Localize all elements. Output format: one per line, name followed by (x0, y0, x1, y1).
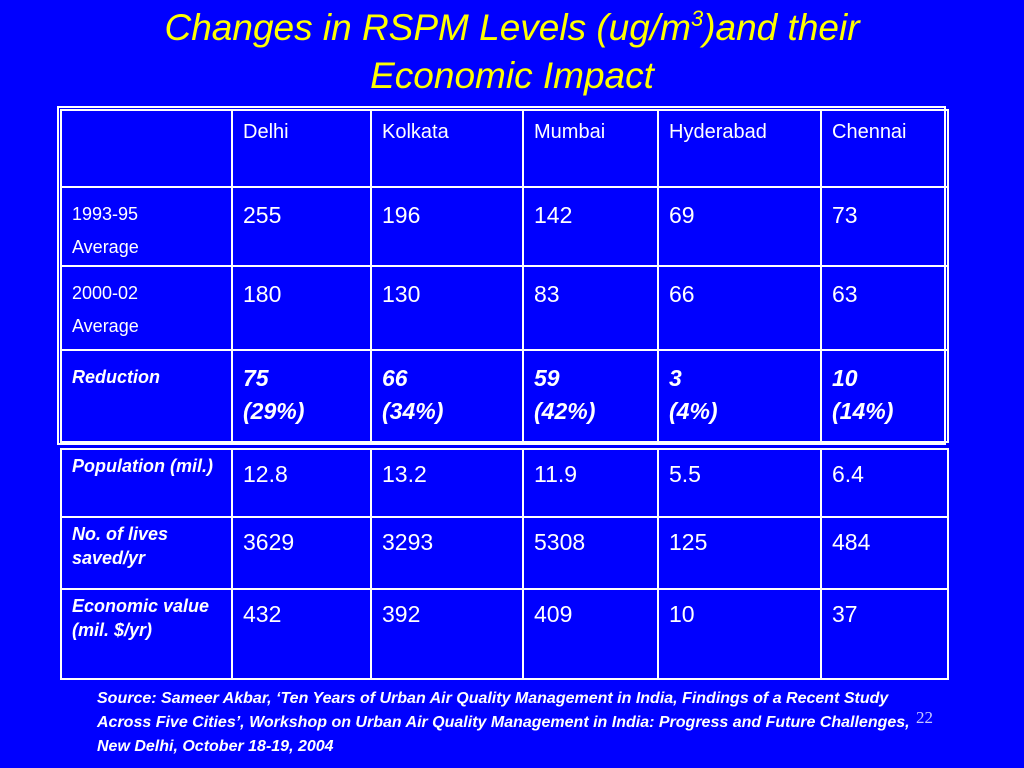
reduction-amount: 59 (534, 365, 560, 391)
source-citation: Source: Sameer Akbar, ‘Ten Years of Urba… (97, 690, 910, 755)
title-line-1: Changes in RSPM Levels (ug/m3)and their (0, 4, 1024, 52)
table-cell: 11.9 (522, 448, 659, 518)
title-line-2: Economic Impact (370, 55, 654, 96)
table-cell: 83 (522, 265, 659, 351)
table-row: Reduction 75 (29%) 66 (34%) 59 (42%) 3 (4%) … (60, 349, 949, 443)
row-label-line: Average (72, 316, 139, 336)
page-number: 22 (916, 708, 933, 727)
table-cell: 63 (820, 265, 949, 351)
table-cell: 66 (34%) (370, 349, 524, 443)
economic-impact-table: Population (mil.) 12.8 13.2 11.9 5.5 6.4… (60, 448, 949, 680)
table-row: 1993-95 Average 255 196 142 69 73 (60, 186, 949, 267)
reduction-amount: 3 (669, 365, 682, 391)
table-cell: 37 (820, 588, 949, 680)
column-header-hyderabad: Hyderabad (657, 109, 822, 188)
row-label-line: Reduction (72, 367, 160, 387)
reduction-amount: 66 (382, 365, 408, 391)
table-cell: 66 (657, 265, 822, 351)
row-label-line: Average (72, 237, 139, 257)
row-label-line: 1993-95 (72, 204, 139, 224)
table-row: No. of lives saved/yr 3629 3293 5308 125… (60, 516, 949, 590)
table-cell: 6.4 (820, 448, 949, 518)
rspm-levels-table: Delhi Kolkata Mumbai Hyderabad Chennai 1… (60, 109, 949, 443)
table-cell: 432 (231, 588, 372, 680)
table-row: Economic value (mil. $/yr) 432 392 409 1… (60, 588, 949, 680)
table-cell: 180 (231, 265, 372, 351)
reduction-percent: (42%) (534, 398, 596, 424)
row-label-reduction: Reduction (60, 349, 233, 443)
table-cell: 484 (820, 516, 949, 590)
table-row: 2000-02 Average 180 130 83 66 63 (60, 265, 949, 351)
table-cell: 255 (231, 186, 372, 267)
table-cell: 73 (820, 186, 949, 267)
reduction-percent: (34%) (382, 398, 444, 424)
table-cell: 125 (657, 516, 822, 590)
header-cell-empty (60, 109, 233, 188)
table-cell: 392 (370, 588, 524, 680)
table-cell: 196 (370, 186, 524, 267)
row-label-line: 2000-02 (72, 283, 139, 303)
row-label-population: Population (mil.) (60, 448, 233, 518)
slide-title: Changes in RSPM Levels (ug/m3)and their … (0, 4, 1024, 100)
row-label-economic-value: Economic value (mil. $/yr) (60, 588, 233, 680)
table-cell: 5.5 (657, 448, 822, 518)
header-row: Delhi Kolkata Mumbai Hyderabad Chennai (60, 109, 949, 188)
column-header-kolkata: Kolkata (370, 109, 524, 188)
table-cell: 75 (29%) (231, 349, 372, 443)
title-text-suffix: )and their (703, 7, 860, 48)
table-cell: 13.2 (370, 448, 524, 518)
reduction-percent: (4%) (669, 398, 718, 424)
table-row: Population (mil.) 12.8 13.2 11.9 5.5 6.4 (60, 448, 949, 518)
table-cell: 10 (657, 588, 822, 680)
row-label-1993-95: 1993-95 Average (60, 186, 233, 267)
table-cell: 3629 (231, 516, 372, 590)
title-text: Changes in RSPM Levels (ug/m (164, 7, 691, 48)
table-cell: 69 (657, 186, 822, 267)
reduction-amount: 10 (832, 365, 858, 391)
reduction-amount: 75 (243, 365, 269, 391)
column-header-mumbai: Mumbai (522, 109, 659, 188)
title-superscript: 3 (690, 6, 704, 31)
row-label-lives-saved: No. of lives saved/yr (60, 516, 233, 590)
column-header-chennai: Chennai (820, 109, 949, 188)
table-cell: 3293 (370, 516, 524, 590)
reduction-percent: (29%) (243, 398, 305, 424)
table-cell: 10 (14%) (820, 349, 949, 443)
column-header-delhi: Delhi (231, 109, 372, 188)
table-cell: 5308 (522, 516, 659, 590)
table-cell: 12.8 (231, 448, 372, 518)
reduction-percent: (14%) (832, 398, 894, 424)
table-cell: 59 (42%) (522, 349, 659, 443)
table-cell: 3 (4%) (657, 349, 822, 443)
table-cell: 130 (370, 265, 524, 351)
table-cell: 409 (522, 588, 659, 680)
row-label-2000-02: 2000-02 Average (60, 265, 233, 351)
table-cell: 142 (522, 186, 659, 267)
